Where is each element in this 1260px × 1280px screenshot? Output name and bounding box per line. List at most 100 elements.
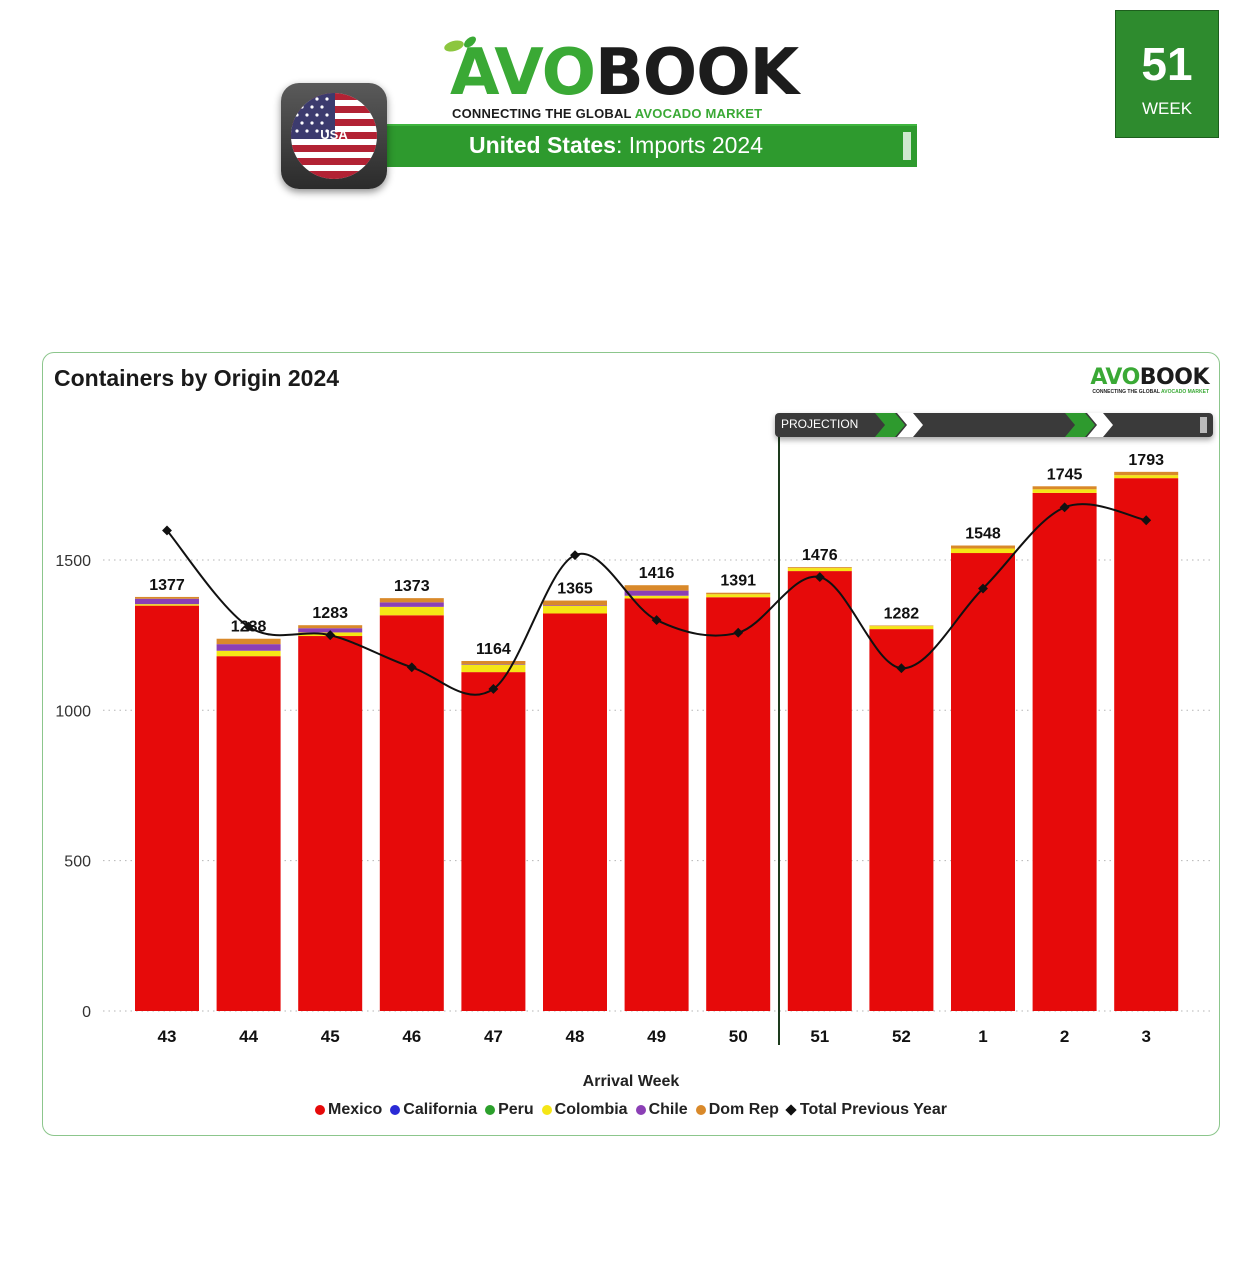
bar-segment-chile: [379, 602, 444, 607]
chart-tagline-prefix: CONNECTING THE GLOBAL: [1092, 389, 1162, 395]
tagline-prefix: CONNECTING THE GLOBAL: [452, 106, 635, 121]
legend-label: Mexico: [328, 1101, 383, 1118]
data-label-total: 1282: [884, 606, 920, 623]
chevron-right-icon: [1087, 413, 1113, 437]
previous-year-point: [243, 621, 254, 632]
bar-segment-chile: [135, 598, 199, 605]
projection-slider-handle[interactable]: [1200, 417, 1207, 433]
bar-segment-dom-rep: [1032, 486, 1097, 490]
bar-segment-dom-rep: [1114, 471, 1179, 476]
bar-segment-chile: [624, 590, 689, 596]
bar-segment-chile: [216, 644, 281, 651]
bar-segment-colombia: [869, 626, 934, 630]
x-tick-label: 2: [1060, 1027, 1069, 1046]
chart-avobook-logo: AVOBOOK CONNECTING THE GLOBAL AVOCADO MA…: [1083, 365, 1209, 399]
x-tick-label: 45: [321, 1027, 340, 1046]
data-label-total: 1548: [965, 526, 1001, 543]
chevron-right-icon: [897, 413, 923, 437]
bar-segment-mexico: [624, 598, 689, 1011]
bar-segment-dom-rep: [461, 660, 526, 664]
legend-label: Total Previous Year: [799, 1101, 947, 1118]
x-tick-label: 44: [239, 1027, 258, 1046]
projection-slider[interactable]: PROJECTION: [775, 413, 1213, 437]
avobook-logo: AVOBOOK CONNECTING THE GLOBAL AVOCADO MA…: [440, 36, 820, 126]
bar-segment-mexico: [461, 672, 526, 1011]
data-label-total: 1164: [476, 641, 511, 658]
previous-year-point: [488, 684, 499, 694]
chart-title: Containers by Origin 2024: [54, 365, 340, 391]
legend-marker: [390, 1105, 401, 1115]
legend-item-mexico[interactable]: Mexico: [315, 1101, 382, 1119]
legend-marker: [485, 1105, 496, 1115]
chart-plot-area: 0500100015004313774412384512834613734711…: [55, 435, 1213, 1046]
y-tick-label: 1000: [55, 703, 91, 720]
bar-segment-colombia: [379, 606, 444, 616]
bar-segment-dom-rep: [543, 600, 607, 606]
x-tick-label: 43: [158, 1027, 177, 1046]
data-label-total: 1373: [394, 578, 430, 595]
previous-year-point: [896, 663, 907, 674]
bar-segment-mexico: [135, 605, 199, 1011]
y-tick-label: 0: [82, 1004, 91, 1021]
bar-segment-dom-rep: [135, 596, 199, 599]
previous-year-point: [325, 630, 336, 641]
previous-year-point: [570, 550, 580, 561]
x-tick-label: 49: [647, 1027, 666, 1046]
week-label: WEEK: [1141, 99, 1193, 118]
bar-segment-mexico: [543, 613, 607, 1011]
bar-segment-dom-rep: [379, 598, 444, 603]
x-tick-label: 3: [1141, 1027, 1150, 1046]
legend-item-chile[interactable]: Chile: [635, 1101, 688, 1119]
legend-item-total-previous-year[interactable]: Total Previous Year: [785, 1101, 947, 1119]
bar-segment-mexico: [706, 597, 771, 1011]
bar-segment-mexico: [869, 629, 934, 1011]
projection-arrows: [875, 413, 1113, 437]
title-country: United States: [469, 132, 616, 158]
legend-marker: [695, 1105, 706, 1115]
bar-segment-dom-rep: [951, 545, 1015, 549]
legend-item-california[interactable]: California: [390, 1101, 477, 1119]
data-label-total: 1377: [149, 577, 185, 594]
data-label-total: 1476: [802, 547, 838, 564]
bar-segment-mexico: [298, 636, 363, 1011]
legend-item-peru[interactable]: Peru: [485, 1101, 534, 1119]
us-flag-icon: [291, 93, 377, 179]
previous-year-point: [978, 583, 988, 594]
x-tick-label: 46: [402, 1027, 421, 1046]
legend-item-dom-rep[interactable]: Dom Rep: [695, 1101, 779, 1119]
logo-avo: AVO: [450, 36, 596, 110]
bar-segment-dom-rep: [216, 638, 281, 645]
legend-marker: [315, 1105, 326, 1115]
bar-segment-colombia: [461, 664, 526, 673]
bar-segment-chile: [543, 605, 607, 606]
bar-segment-chile: [461, 663, 526, 665]
chevron-right-icon: [1065, 413, 1095, 437]
bar-segment-colombia: [1032, 489, 1097, 493]
chevron-right-icon: [875, 413, 905, 437]
bar-segment-mexico: [1032, 492, 1097, 1011]
title-bar-handle[interactable]: [903, 132, 911, 160]
x-tick-label: 50: [729, 1027, 748, 1046]
x-tick-label: 48: [566, 1027, 585, 1046]
previous-year-point: [733, 627, 744, 638]
legend-item-colombia[interactable]: Colombia: [541, 1101, 628, 1119]
data-label-total: 1793: [1128, 452, 1164, 469]
bar-segment-colombia: [624, 595, 689, 599]
chart-logo-avo: AVO: [1090, 365, 1140, 390]
country-flag-badge[interactable]: USA: [281, 83, 387, 189]
x-axis-title: Arrival Week: [582, 1073, 680, 1090]
logo-book: BOOK: [595, 36, 799, 110]
projection-label: PROJECTION: [781, 417, 859, 431]
bar-segment-colombia: [135, 604, 199, 606]
bar-segment-colombia: [216, 650, 281, 657]
legend-marker: [541, 1105, 552, 1115]
logo-wordmark: AVOBOOK: [450, 36, 799, 110]
legend-label: Dom Rep: [708, 1101, 779, 1118]
logo-tagline: CONNECTING THE GLOBAL AVOCADO MARKET: [452, 106, 762, 121]
week-number: 51: [1141, 38, 1193, 90]
bar-segment-colombia: [706, 594, 771, 598]
data-label-total: 1745: [1047, 466, 1083, 483]
legend-marker: [635, 1105, 646, 1115]
data-label-total: 1283: [312, 605, 348, 622]
tagline-highlight: AVOCADO MARKET: [634, 106, 763, 121]
